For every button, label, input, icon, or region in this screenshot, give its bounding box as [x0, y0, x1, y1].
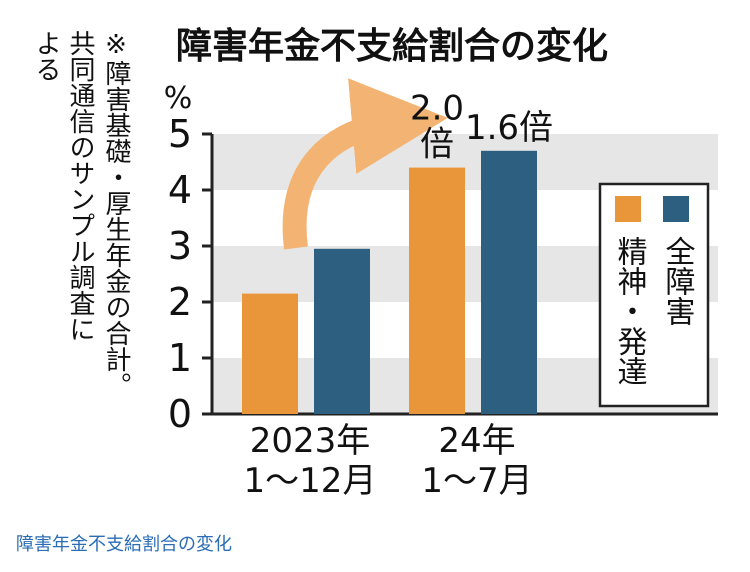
note-mark: ※ — [101, 30, 131, 60]
chart-canvas: 0 1 2 3 4 5 % 障害年金不支給割合の変化 2.0倍 1.6倍 2023年1～12… — [164, 25, 718, 501]
legend-label: 全障害 — [660, 236, 696, 326]
note-column-3: よる — [30, 30, 62, 82]
trend-arrow — [282, 78, 448, 250]
bar — [481, 150, 537, 415]
y-tick-label: 3 — [168, 224, 192, 268]
chart-figure: ※障害基礎・厚生年金の合計。 共同通信のサンプル調査に よる 0 1 2 3 4 5 % … — [30, 25, 718, 501]
y-axis-label: % — [164, 81, 193, 116]
bars — [242, 150, 537, 415]
y-tick-label: 0 — [168, 392, 192, 436]
x-tick-label: 1～12月 — [244, 461, 377, 501]
x-tick-label: 2023年 — [250, 421, 371, 461]
note-line-1: 障害基礎・厚生年金の合計。 — [101, 60, 131, 398]
chart-title: 障害年金不支給割合の変化 — [176, 25, 608, 67]
x-tick-label: 24年 — [438, 421, 515, 461]
legend-swatch — [615, 196, 641, 222]
x-tick-label: 1～7月 — [421, 461, 532, 501]
data-label: 倍 — [420, 125, 454, 165]
note-line-3: よる — [31, 30, 61, 82]
y-axis: 0 1 2 3 4 5 — [168, 112, 718, 436]
note-column-2: 共同通信のサンプル調査に — [64, 30, 96, 342]
legend-swatch — [663, 196, 689, 222]
data-label: 2.0 — [410, 89, 464, 129]
legend: 精神・発達 全障害 — [598, 182, 710, 408]
bar — [314, 248, 370, 414]
y-tick-label: 4 — [168, 168, 192, 212]
note-column-1: ※障害基礎・厚生年金の合計。 — [100, 30, 132, 398]
annotations: 2.0倍 1.6倍 — [410, 89, 553, 165]
bar — [242, 293, 298, 414]
y-tick-label: 1 — [168, 336, 192, 380]
y-tick-label: 5 — [168, 112, 192, 156]
y-tick-label: 2 — [168, 280, 192, 324]
caption[interactable]: 障害年金不支給割合の変化 — [16, 534, 232, 555]
data-label: 1.6倍 — [465, 108, 553, 148]
legend-label: 精神・発達 — [612, 236, 648, 386]
note-line-2: 共同通信のサンプル調査に — [65, 30, 95, 342]
bar — [409, 167, 465, 414]
